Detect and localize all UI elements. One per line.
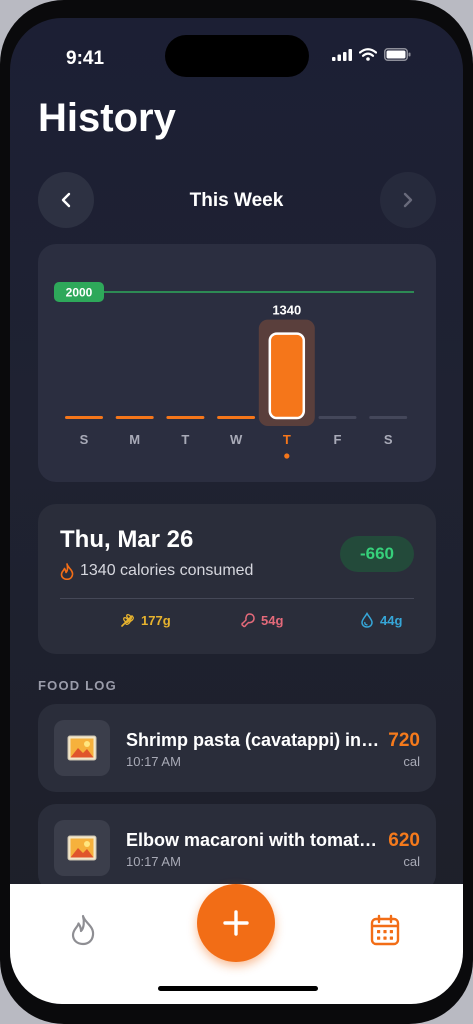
previous-week-button[interactable] (38, 172, 94, 228)
battery-icon (384, 48, 411, 61)
chevron-right-icon (403, 192, 413, 208)
calories-consumed-text: 1340 calories consumed (80, 562, 254, 579)
chevron-left-icon (61, 192, 71, 208)
bar-3 (217, 416, 256, 419)
status-icons (332, 48, 411, 61)
flame-icon (71, 914, 95, 946)
wheat-icon (121, 614, 134, 627)
day-label-6: S (384, 432, 393, 447)
calendar-icon (370, 914, 400, 946)
droplet-icon (361, 612, 373, 628)
food-thumbnail (54, 820, 110, 876)
food-log-item[interactable]: Elbow macaroni with tomato sauce 10:17 A… (38, 804, 436, 892)
macro-protein: 54g (240, 612, 283, 628)
bar-4 (268, 332, 306, 420)
image-placeholder-icon (67, 735, 97, 761)
food-time: 10:17 AM (126, 854, 181, 869)
image-placeholder-icon (67, 835, 97, 861)
food-log-label: FOOD LOG (38, 678, 117, 693)
food-calories-unit: cal (403, 854, 420, 869)
macro-fat-value: 44g (380, 612, 403, 628)
food-log-item[interactable]: Shrimp pasta (cavatappi) in creamy sauce… (38, 704, 436, 792)
flame-icon (60, 562, 74, 580)
bar-value-label: 1340 (272, 303, 301, 318)
day-label-2: T (181, 432, 189, 447)
bar-2 (166, 416, 205, 419)
day-title: Thu, Mar 26 (60, 526, 194, 553)
goal-badge (54, 282, 104, 302)
weekly-calorie-chart: 2000 S M T W T 1340 F S (38, 244, 436, 482)
tab-today[interactable] (70, 914, 96, 951)
add-food-button[interactable] (197, 884, 275, 962)
food-name: Shrimp pasta (cavatappi) in creamy sauce (126, 730, 384, 750)
day-summary-card: Thu, Mar 26 1340 calories consumed -660 … (38, 504, 436, 654)
dynamic-island (165, 35, 309, 77)
app-screen: 9:41 History (10, 18, 463, 1004)
wifi-icon (359, 48, 377, 61)
food-calories: 620 (388, 830, 420, 851)
week-label: This Week (189, 190, 284, 211)
food-time: 10:17 AM (126, 754, 181, 769)
tab-history[interactable] (370, 914, 400, 951)
macro-protein-value: 54g (261, 612, 284, 628)
bar-1 (115, 416, 154, 419)
divider (60, 598, 414, 599)
goal-label: 2000 (66, 286, 93, 300)
day-label-0: S (80, 432, 89, 447)
calories-consumed: 1340 calories consumed (60, 562, 253, 580)
drumstick-icon (241, 613, 255, 628)
day-label-1: M (129, 432, 140, 447)
next-week-button[interactable] (380, 172, 436, 228)
status-time: 9:41 (66, 48, 105, 69)
plus-icon (223, 910, 249, 936)
home-indicator (158, 986, 318, 991)
macro-carbs-value: 177g (141, 612, 171, 628)
macro-carbs: 177g (120, 612, 171, 628)
day-label-3: W (230, 432, 243, 447)
chart-svg: 2000 S M T W T 1340 F S (54, 282, 414, 459)
bar-5 (318, 416, 357, 419)
calorie-delta-badge: -660 (340, 536, 414, 572)
macro-fat: 44g (359, 612, 402, 628)
page-title: History (38, 96, 176, 140)
bar-6 (369, 416, 408, 419)
bar-0 (65, 416, 103, 419)
day-label-4: T (283, 432, 291, 447)
food-calories: 720 (388, 730, 420, 751)
signal-icon (332, 48, 352, 61)
food-name: Elbow macaroni with tomato sauce (126, 830, 384, 850)
day-label-5: F (334, 432, 342, 447)
selected-day-dot (284, 453, 290, 459)
food-thumbnail (54, 720, 110, 776)
food-calories-unit: cal (403, 754, 420, 769)
